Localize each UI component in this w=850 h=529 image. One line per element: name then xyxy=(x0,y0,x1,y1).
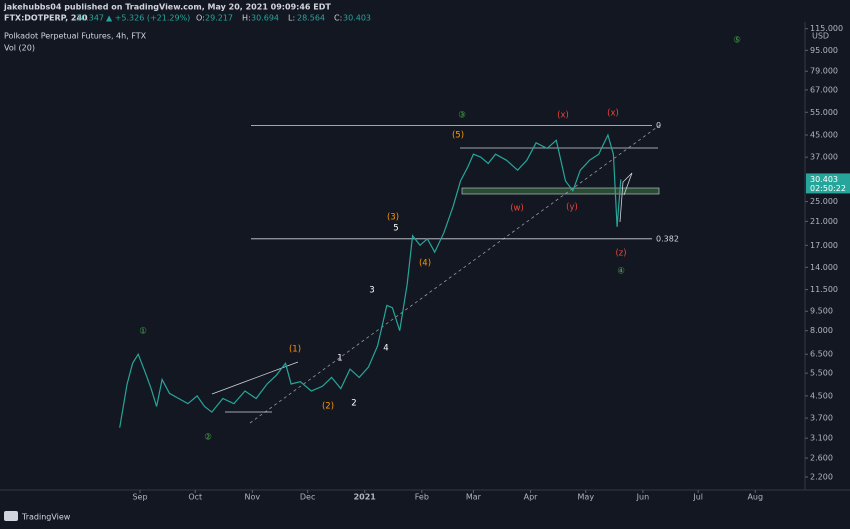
change: ▲ +5.326 (+21.29%) xyxy=(106,14,190,23)
price-line xyxy=(119,133,622,428)
x-tick-label: Aug xyxy=(747,493,763,502)
wave-label: ⑤ xyxy=(733,36,741,46)
x-tick-label: Jun xyxy=(636,493,650,502)
wave-label: (w) xyxy=(510,204,524,214)
symbol: FTX:DOTPERP, 240 xyxy=(4,14,88,23)
x-tick-label: Nov xyxy=(245,493,261,502)
y-tick-label: 45.000 xyxy=(810,131,838,140)
y-tick-label: 4.500 xyxy=(810,391,833,400)
ohlc-label: H: xyxy=(242,14,251,23)
ohlc-value: 30.694 xyxy=(251,14,279,23)
wave-label: 1 xyxy=(337,354,342,364)
wave-label: ② xyxy=(204,433,212,443)
ohlc-label: O: xyxy=(196,14,205,23)
wave-label: (4) xyxy=(419,259,431,269)
wave-label: 3 xyxy=(369,286,374,296)
last-price: 30.347 xyxy=(76,14,104,23)
publisher: jakehubbs04 published on TradingView.com… xyxy=(3,3,331,12)
x-tick-label: Apr xyxy=(524,493,539,502)
y-tick-label: 95.000 xyxy=(810,46,838,55)
y-tick-label: 25.000 xyxy=(810,197,838,206)
y-tick-label: 37.000 xyxy=(810,153,838,162)
wave-label: (1) xyxy=(289,345,301,355)
y-tick-label: 3.100 xyxy=(810,434,833,443)
x-tick-label: Mar xyxy=(466,493,482,502)
wave-label: (2) xyxy=(322,402,334,412)
x-tick-label: May xyxy=(578,493,595,502)
wedge-top xyxy=(211,361,299,395)
fib-label: 0.382 xyxy=(656,234,679,243)
trend-line xyxy=(249,124,661,424)
wave-label: ④ xyxy=(617,267,625,277)
x-tick-label: 2021 xyxy=(354,493,377,502)
wave-label: 5 xyxy=(393,224,398,234)
ohlc-value: 30.403 xyxy=(343,14,371,23)
currency: USD xyxy=(812,32,829,41)
wave-label: ① xyxy=(139,327,147,337)
x-tick-label: Feb xyxy=(415,493,429,502)
price-tag-label: 30.403 xyxy=(810,175,838,184)
wave-label: (x) xyxy=(607,109,619,119)
volume-legend: Vol (20) xyxy=(4,44,35,53)
y-tick-label: 2.600 xyxy=(810,454,833,463)
y-tick-label: 79.000 xyxy=(810,67,838,76)
countdown: 02:50:22 xyxy=(810,184,846,193)
wave-label: (3) xyxy=(387,213,399,223)
wave-label: ③ xyxy=(458,111,466,121)
y-tick-label: 67.000 xyxy=(810,85,838,94)
wave-label: (z) xyxy=(615,249,626,259)
x-tick-label: Jul xyxy=(692,493,703,502)
ohlc-value: 29.217 xyxy=(205,14,233,23)
projection xyxy=(619,172,633,223)
wave-label: (x) xyxy=(557,111,569,121)
y-tick-label: 21.000 xyxy=(810,217,838,226)
wave-label: 2 xyxy=(351,399,356,409)
x-tick-label: Sep xyxy=(132,493,147,502)
y-tick-label: 9.500 xyxy=(810,307,833,316)
x-tick-label: Oct xyxy=(188,493,202,502)
logo xyxy=(4,511,18,521)
y-tick-label: 6.500 xyxy=(810,350,833,359)
x-tick-label: Dec xyxy=(300,493,315,502)
support-zone xyxy=(461,187,660,195)
series-legend: Polkadot Perpetual Futures, 4h, FTX xyxy=(4,32,147,41)
y-tick-label: 2.200 xyxy=(810,472,833,481)
ohlc-value: 28.564 xyxy=(297,14,325,23)
y-tick-label: 3.700 xyxy=(810,414,833,423)
brand: TradingView xyxy=(21,513,71,522)
wave-label: 4 xyxy=(383,344,388,354)
price-tag xyxy=(806,173,850,194)
y-tick-label: 14.000 xyxy=(810,263,838,272)
wave-label: (5) xyxy=(452,131,464,141)
y-tick-label: 11.500 xyxy=(810,285,838,294)
ohlc-label: C: xyxy=(334,14,342,23)
ohlc-label: L: xyxy=(288,14,295,23)
y-tick-label: 5.500 xyxy=(810,369,833,378)
fib-label: 0 xyxy=(656,121,661,130)
y-tick-label: 55.000 xyxy=(810,108,838,117)
y-tick-label: 17.000 xyxy=(810,241,838,250)
wave-label: (y) xyxy=(566,203,578,213)
y-tick-label: 115.000 xyxy=(810,24,843,33)
y-tick-label: 8.000 xyxy=(810,326,833,335)
